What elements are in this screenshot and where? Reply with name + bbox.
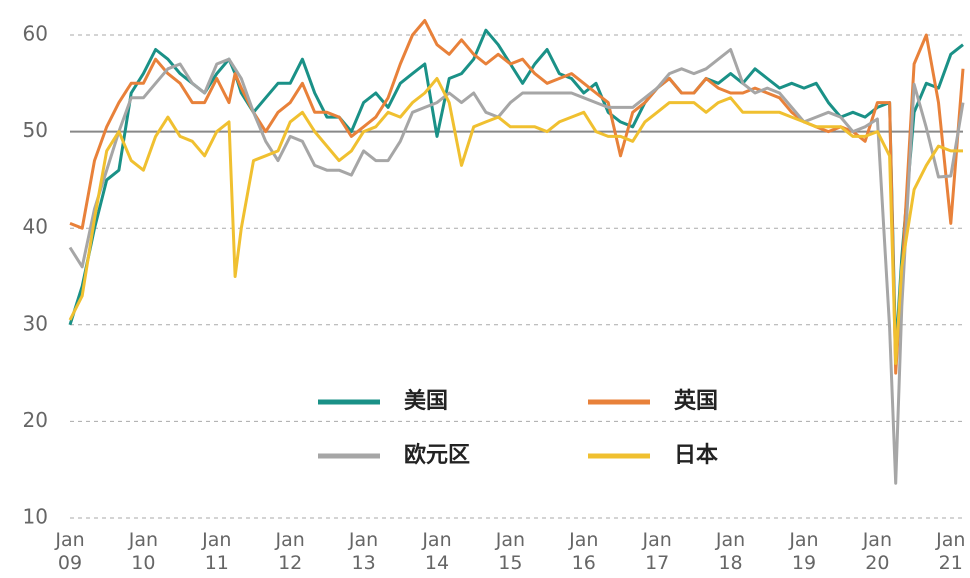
x-tick-label: Jan 17 — [642, 529, 672, 574]
y-tick-label: 30 — [23, 311, 48, 335]
series-line — [68, 28, 964, 356]
y-tick-label: 20 — [23, 408, 48, 432]
y-tick-label: 10 — [23, 505, 48, 529]
x-tick-label: Jan 14 — [422, 529, 452, 574]
x-tick-label: Jan 09 — [55, 529, 85, 574]
y-tick-label: 40 — [23, 215, 48, 239]
legend-label: 英国 — [674, 389, 718, 414]
x-tick-label: Jan 16 — [569, 529, 599, 574]
x-tick-label: Jan 18 — [715, 529, 746, 574]
legend-label: 日本 — [674, 443, 718, 468]
series-line — [68, 77, 963, 365]
x-tick-label: Jan 19 — [789, 529, 819, 574]
y-tick-label: 60 — [23, 22, 48, 46]
x-tick-label: Jan 21 — [936, 529, 966, 574]
y-tick-label: 50 — [23, 118, 48, 142]
x-tick-label: Jan 10 — [128, 529, 159, 574]
x-tick-label: Jan 15 — [495, 529, 526, 574]
x-tick-label: Jan 12 — [275, 529, 305, 574]
legend-label: 欧元区 — [404, 442, 470, 468]
x-tick-label: Jan 13 — [348, 529, 379, 574]
series-line — [68, 48, 965, 485]
legend-label: 美国 — [404, 388, 448, 414]
x-tick-label: Jan 11 — [202, 529, 232, 574]
series-line — [69, 19, 965, 375]
x-tick-label: Jan 20 — [862, 529, 892, 574]
